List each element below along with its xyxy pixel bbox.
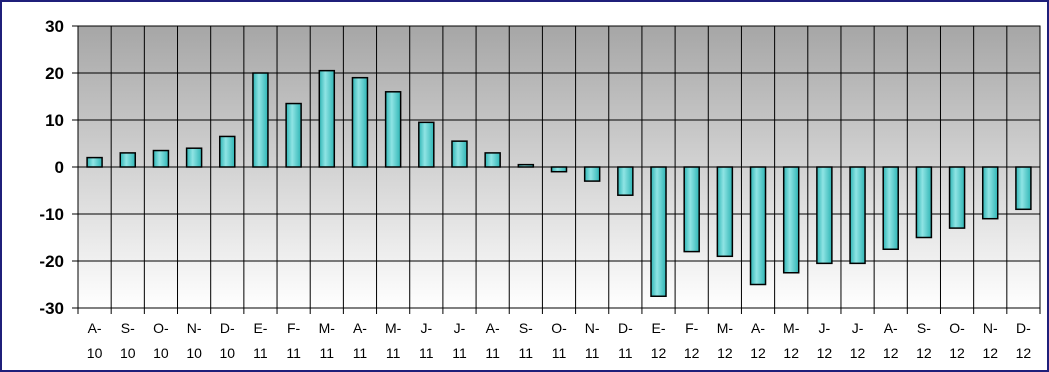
x-tick-label-year: 11 [618,345,633,361]
bar [252,72,269,168]
x-tick-label-month: M- [385,320,402,336]
x-tick-label-month: A- [884,320,898,336]
x-tick-label-year: 10 [120,345,136,361]
bar [484,152,501,168]
x-tick-label-year: 12 [817,345,833,361]
x-tick-label-month: J- [852,320,864,336]
y-tick-label: -20 [39,252,64,271]
y-tick-label: -30 [39,299,64,318]
bar [418,121,435,168]
x-tick-label-month: J- [420,320,432,336]
bar [451,140,468,168]
x-tick-label-year: 12 [651,345,667,361]
bar [219,135,236,168]
bar [948,166,966,229]
x-tick-label-month: A- [88,320,102,336]
x-tick-label-month: F- [287,320,301,336]
y-tick-label: 30 [45,17,64,36]
y-tick-label: 20 [45,64,64,83]
x-tick-label-month: J- [454,320,466,336]
x-tick-label-year: 11 [286,345,301,361]
bar [981,166,999,220]
x-tick-label-month: A- [353,320,367,336]
x-tick-label-month: M- [783,320,800,336]
bar [152,149,170,168]
x-tick-label-month: N- [983,320,998,336]
x-tick-label-month: N- [585,320,600,336]
x-tick-label-month: F- [685,320,699,336]
gridlines [72,25,1041,314]
bar [716,166,734,258]
x-tick-label-month: A- [751,320,765,336]
x-tick-label-year: 12 [949,345,965,361]
bar [915,166,933,239]
x-tick-label-month: A- [486,320,500,336]
bar [749,166,767,286]
x-axis-labels: A- 10 S- 10 O- 10 N- 10 D- 10 E- 11 F- 11 M- 11 A- 11 M- 11… [87,320,1032,361]
bar [617,166,634,196]
x-tick-label-month: D- [1016,320,1031,336]
x-tick-label-year: 12 [783,345,799,361]
x-tick-label-year: 11 [519,345,534,361]
x-tick-label-month: D- [220,320,235,336]
x-tick-label-year: 11 [452,345,467,361]
x-tick-label-month: O- [153,320,169,336]
x-tick-label-month: E- [652,320,666,336]
x-tick-label-month: N- [187,320,202,336]
x-tick-label-year: 12 [684,345,700,361]
x-tick-label-year: 11 [353,345,368,361]
x-tick-label-month: D- [618,320,633,336]
x-tick-label-year: 10 [87,345,103,361]
x-tick-label-year: 12 [717,345,733,361]
x-tick-label-month: M- [319,320,336,336]
bar [86,156,103,168]
x-tick-label-year: 10 [219,345,235,361]
bar [318,69,336,168]
x-tick-label-year: 11 [320,345,335,361]
bar [650,166,667,297]
bar [1015,166,1032,211]
bar [849,166,866,265]
y-tick-label: -10 [39,205,64,224]
x-tick-label-month: O- [551,320,567,336]
x-tick-label-year: 12 [850,345,866,361]
x-tick-label-year: 12 [1016,345,1032,361]
bar [119,152,137,168]
x-tick-label-year: 11 [253,345,268,361]
y-axis-labels: 30 20 10 0 -10 -20 -30 [39,17,64,318]
x-tick-label-year: 12 [883,345,899,361]
bar [185,147,203,168]
bar [583,166,601,182]
x-tick-label-month: S- [121,320,135,336]
x-tick-label-year: 11 [552,345,567,361]
bar [882,166,899,250]
x-tick-label-year: 11 [386,345,401,361]
x-tick-label-month: S- [917,320,931,336]
x-tick-label-year: 11 [419,345,434,361]
bar [517,163,535,168]
x-tick-label-month: E- [253,320,267,336]
x-tick-label-month: J- [819,320,831,336]
bar [550,166,568,173]
x-tick-label-year: 12 [750,345,766,361]
x-tick-label-year: 10 [186,345,202,361]
bar [285,102,302,168]
x-tick-label-year: 11 [585,345,600,361]
x-tick-label-year: 12 [982,345,998,361]
bar [351,76,369,168]
x-tick-label-month: S- [519,320,533,336]
bar [782,166,800,274]
y-tick-label: 10 [45,111,64,130]
x-tick-label-year: 11 [485,345,500,361]
x-tick-label-year: 12 [916,345,932,361]
bar [683,166,700,253]
x-tick-label-month: O- [949,320,965,336]
bar [816,166,833,265]
bar [384,91,402,168]
bar-series [86,69,1032,297]
x-tick-label-month: M- [717,320,734,336]
x-tick-label-year: 10 [153,345,169,361]
y-tick-label: 0 [55,158,64,177]
